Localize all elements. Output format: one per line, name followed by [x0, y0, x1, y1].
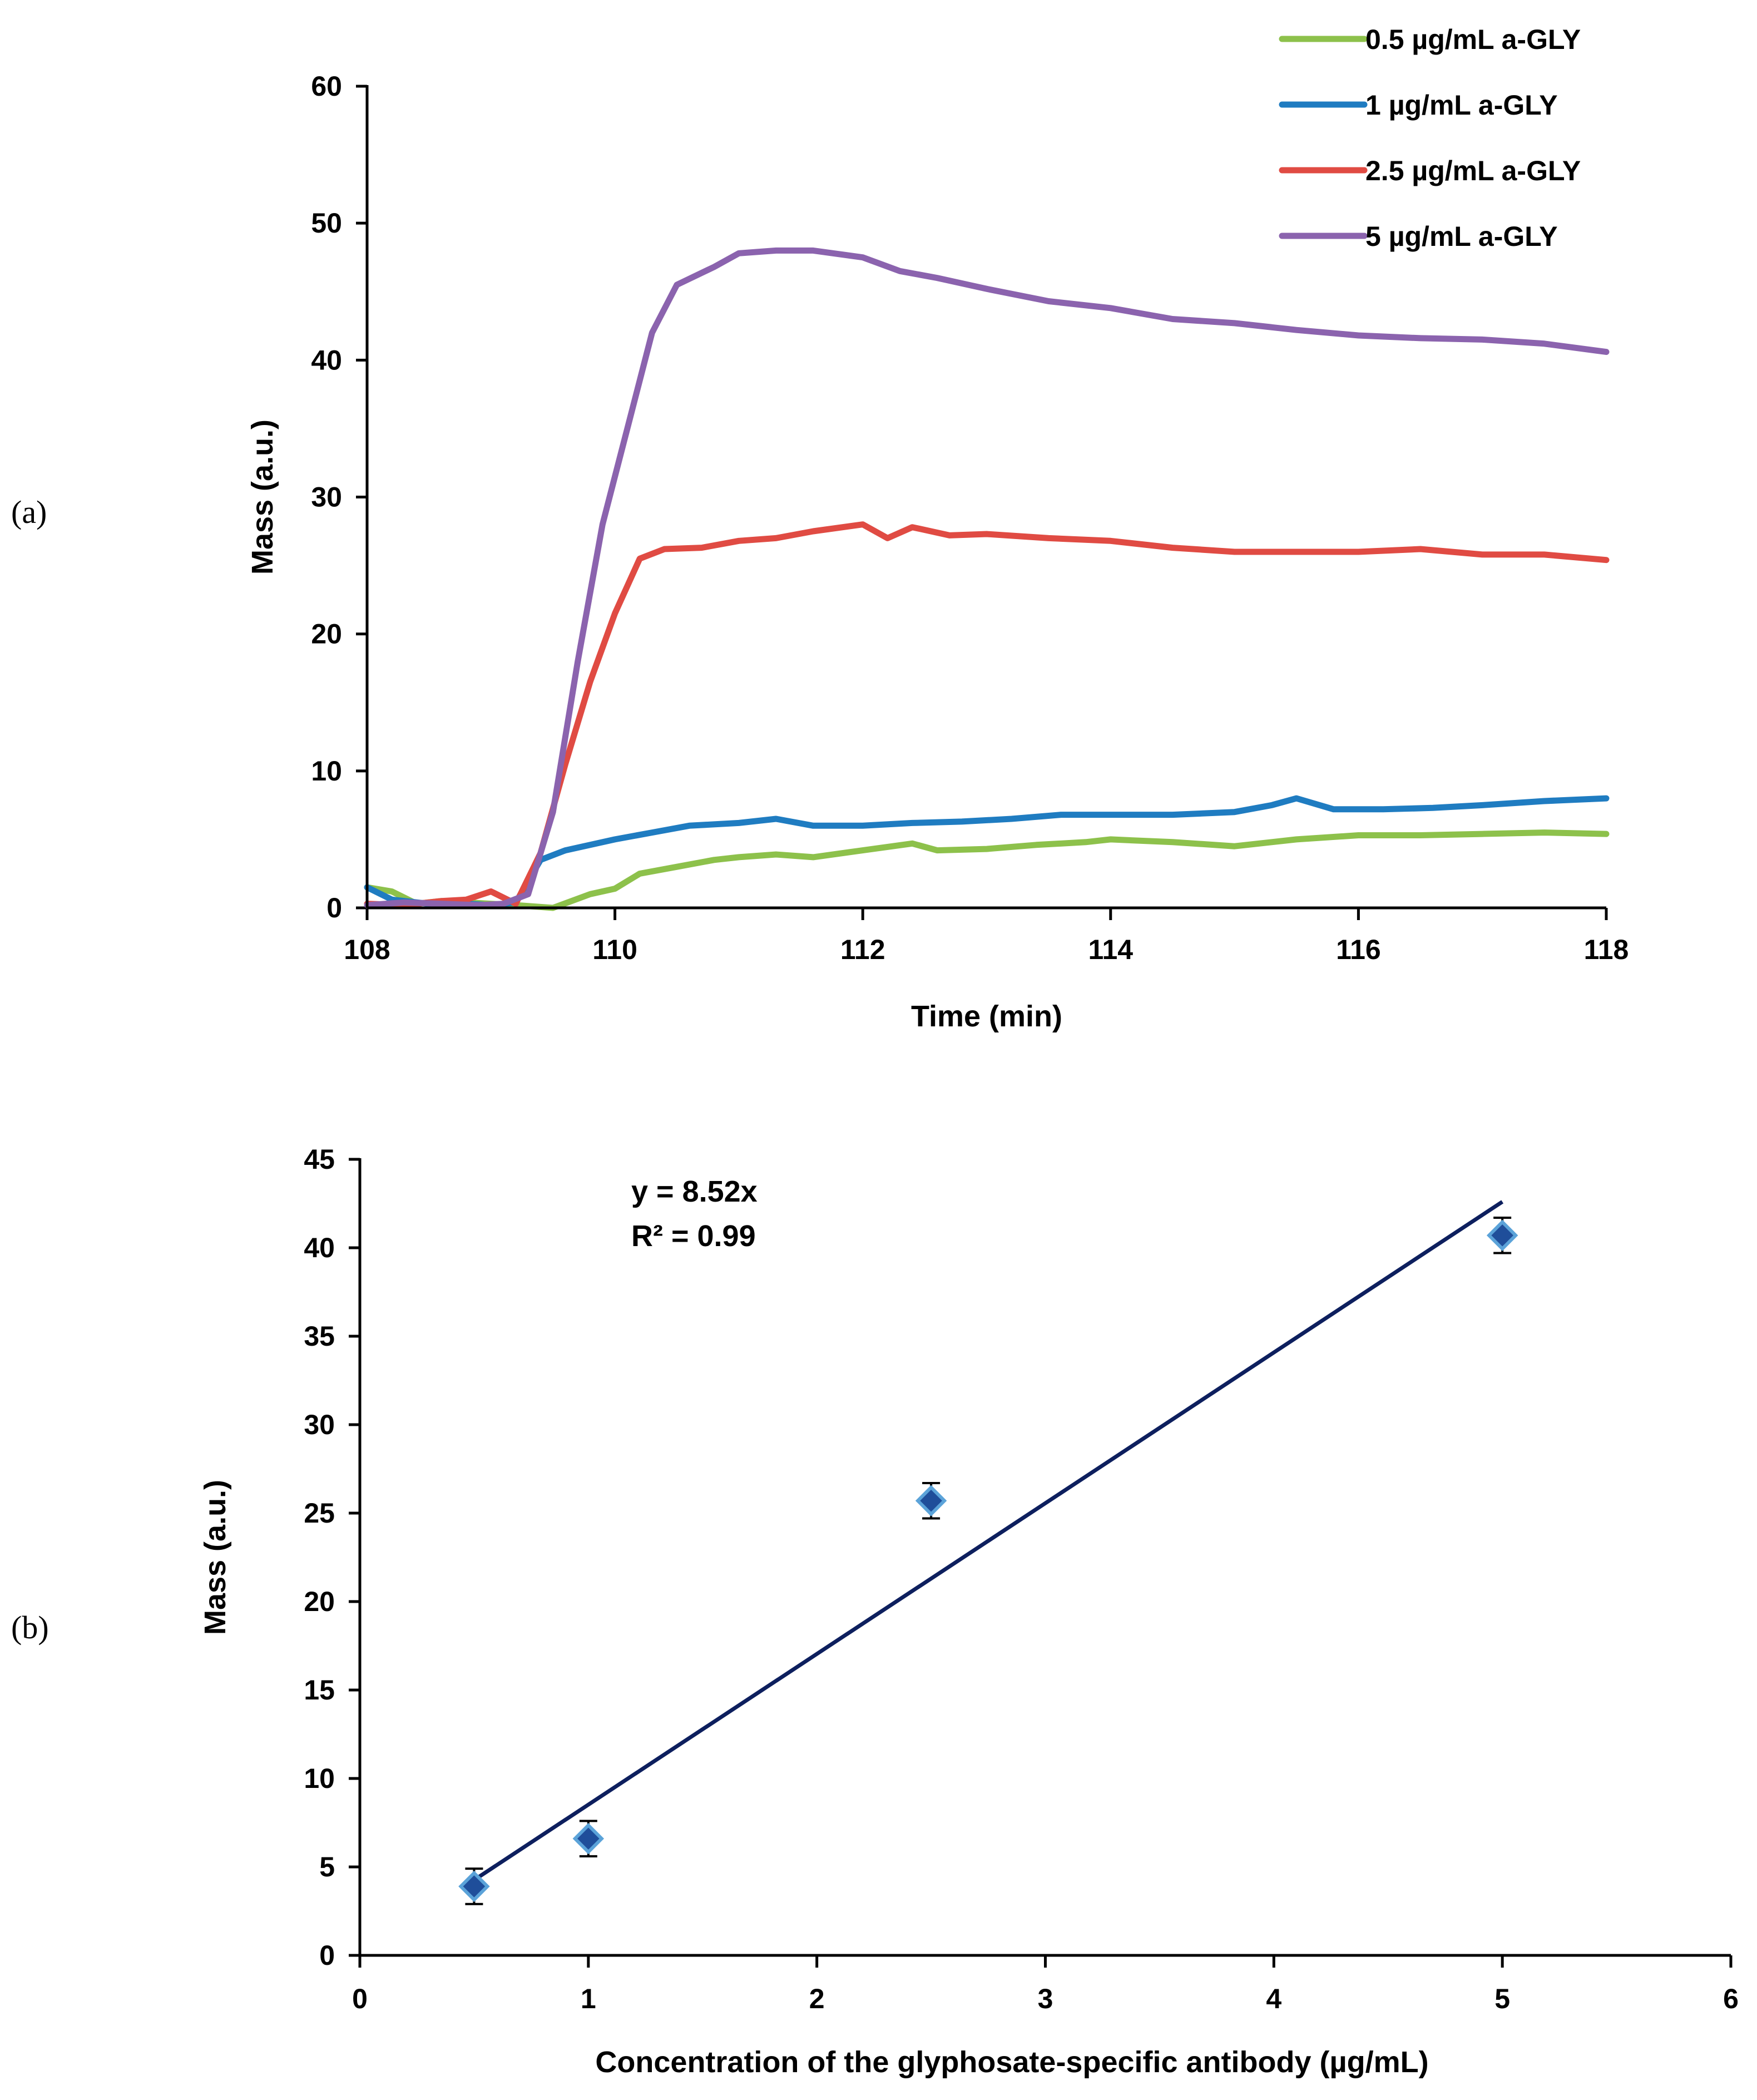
- y-tick-label: 40: [304, 1232, 335, 1263]
- x-tick-label: 3: [1038, 1983, 1053, 2014]
- x-tick-label: 114: [1088, 934, 1133, 965]
- y-tick-label: 40: [311, 344, 342, 375]
- x-tick-label: 108: [344, 934, 390, 965]
- data-point-marker: [915, 1485, 947, 1516]
- y-tick-label: 30: [304, 1409, 335, 1440]
- data-point-marker: [1486, 1219, 1518, 1251]
- y-tick-label: 0: [319, 1940, 335, 1971]
- series-line-0: [364, 829, 1610, 911]
- y-tick-label: 20: [304, 1586, 335, 1617]
- legend-label-3: 5 µg/mL a-GLY: [1365, 221, 1558, 252]
- chart-a-time-course: 0 10 20 30 40 50 60 108 110 112 114 116 118 0.5 µg/m…: [246, 24, 1629, 1033]
- trendline: [473, 1200, 1504, 1882]
- chart-a-y-axis-title: Mass (a.u.): [246, 419, 279, 575]
- chart-b-x-axis-title: Concentration of the glyphosate-specific…: [595, 2045, 1428, 2079]
- x-tick-label: 116: [1336, 934, 1381, 965]
- y-tick-label: 35: [304, 1321, 335, 1352]
- data-point-marker: [458, 1870, 490, 1903]
- chart-b-y-axis-title: Mass (a.u.): [199, 1480, 232, 1635]
- y-tick-label: 50: [311, 207, 342, 239]
- x-tick-label: 2: [809, 1983, 825, 2014]
- trendline-r-squared: R² = 0.99: [631, 1219, 756, 1253]
- x-tick-label: 1: [581, 1983, 596, 2014]
- y-tick-label: 30: [311, 482, 342, 513]
- trendline-equation: y = 8.52x: [631, 1175, 758, 1208]
- y-tick-label: 25: [304, 1498, 335, 1529]
- y-tick-label: 0: [326, 892, 342, 923]
- x-tick-label: 5: [1494, 1983, 1510, 2014]
- panel-label-a: (a): [11, 494, 47, 530]
- series-line-3: [364, 247, 1610, 908]
- x-tick-label: 110: [592, 934, 637, 965]
- y-tick-label: 10: [311, 755, 342, 787]
- x-tick-label: 0: [352, 1983, 368, 2014]
- y-tick-label: 45: [304, 1144, 335, 1175]
- legend-label-0: 0.5 µg/mL a-GLY: [1365, 24, 1581, 55]
- x-tick-label: 6: [1723, 1983, 1739, 2014]
- x-tick-label: 118: [1584, 934, 1629, 965]
- y-tick-label: 20: [311, 619, 342, 650]
- y-tick-label: 60: [311, 71, 342, 102]
- chart-a-x-axis-title: Time (min): [911, 1000, 1062, 1033]
- y-tick-label: 15: [304, 1674, 335, 1706]
- legend-label-1: 1 µg/mL a-GLY: [1365, 90, 1558, 121]
- y-tick-label: 5: [319, 1851, 335, 1882]
- panel-label-b: (b): [11, 1609, 49, 1646]
- x-tick-label: 4: [1266, 1983, 1281, 2014]
- series-line-2: [364, 521, 1610, 908]
- legend-label-2: 2.5 µg/mL a-GLY: [1365, 155, 1581, 186]
- y-tick-label: 10: [304, 1763, 335, 1794]
- x-tick-label: 112: [840, 934, 885, 965]
- data-point-marker: [572, 1822, 605, 1855]
